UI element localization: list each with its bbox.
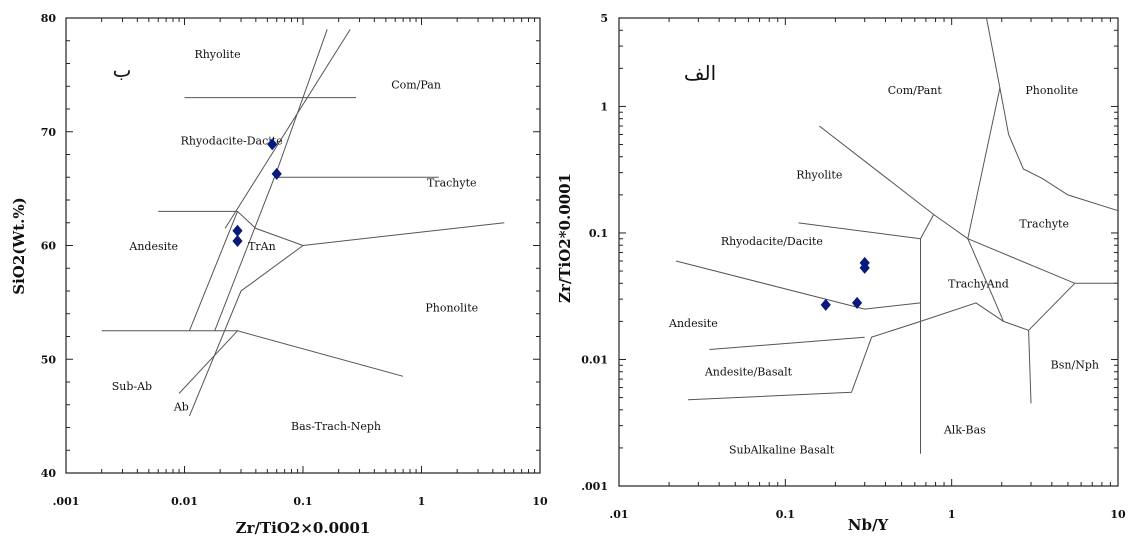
field-label: Andesite/Basalt bbox=[704, 365, 793, 378]
data-point-diamond bbox=[267, 138, 278, 151]
data-point-diamond bbox=[859, 261, 870, 274]
field-label: Trachyte bbox=[427, 176, 477, 189]
y-tick-label: 40 bbox=[41, 467, 57, 480]
field-boundary-line bbox=[675, 260, 921, 310]
field-label: Bsn/Nph bbox=[1051, 358, 1099, 371]
field-label: Bas-Trach-Neph bbox=[291, 420, 381, 433]
panel-corner-label: ب bbox=[113, 58, 132, 82]
y-tick-label: 50 bbox=[41, 353, 57, 366]
x-tick-label: .001 bbox=[53, 495, 80, 508]
field-label: TrAn bbox=[248, 240, 276, 253]
x-tick-label: 0.1 bbox=[776, 508, 795, 521]
x-axis-title: Nb/Y bbox=[848, 516, 889, 534]
field-boundary-line bbox=[920, 214, 935, 454]
y-tick-label: 5 bbox=[600, 12, 608, 25]
field-label: Com/Pant bbox=[888, 84, 943, 97]
field-label: Rhyodacite/Dacite bbox=[721, 235, 823, 248]
y-tick-label: 0.01 bbox=[581, 353, 608, 366]
data-point-diamond bbox=[820, 298, 831, 311]
field-label: Andesite bbox=[128, 240, 178, 253]
field-boundary-line bbox=[188, 211, 238, 331]
data-point-diamond bbox=[271, 167, 282, 180]
chart-panel-2: .01 0.1 1 10 .001 0.01 0.1 1 5 Com/Pant Phonolite R… bbox=[556, 12, 1126, 534]
x-tick-label: 1 bbox=[948, 508, 956, 521]
x-axis-ticks bbox=[65, 18, 536, 473]
field-label: Alk-Bas bbox=[943, 423, 986, 436]
x-tick-label: 0.01 bbox=[171, 495, 198, 508]
field-boundary-line bbox=[967, 17, 1001, 239]
data-point-diamond bbox=[851, 296, 863, 309]
y-tick-label: 80 bbox=[41, 12, 57, 25]
field-label: Trachyte bbox=[1019, 218, 1069, 231]
field-boundary-line bbox=[101, 330, 404, 377]
chart-panel-1: .001 0.01 0.1 1 104050607080RhyoliteCom/PanR… bbox=[10, 12, 548, 537]
field-label: Rhyolite bbox=[194, 48, 240, 61]
x-tick-label: 10 bbox=[1110, 508, 1126, 521]
field-boundary-line bbox=[709, 336, 865, 350]
field-label: Andesite bbox=[668, 317, 718, 330]
field-boundary-line bbox=[178, 330, 238, 394]
field-label: Rhyolite bbox=[796, 168, 842, 181]
field-label: SubAlkaline Basalt bbox=[729, 444, 835, 457]
field-boundary-line bbox=[967, 238, 1076, 331]
field-boundary-line bbox=[214, 29, 328, 331]
y-tick-label: 70 bbox=[41, 126, 57, 139]
x-tick-label: 1 bbox=[418, 495, 426, 508]
field-label: Phonolite bbox=[1025, 84, 1078, 97]
y-tick-label: 60 bbox=[41, 240, 57, 253]
x-tick-label: .01 bbox=[609, 508, 628, 521]
field-labels: Rhyolite Com/Pan Rhyodacite-Dacite Trachyte… bbox=[112, 48, 478, 433]
field-label: Phonolite bbox=[425, 301, 478, 314]
y-tick-label: .001 bbox=[581, 480, 608, 493]
y-tick-label: 0.1 bbox=[589, 227, 608, 240]
field-label: Ab bbox=[173, 400, 189, 413]
y-tick-label: 1 bbox=[600, 100, 608, 113]
data-point-diamond bbox=[232, 234, 243, 247]
field-boundary-line bbox=[1028, 330, 1032, 404]
y-axis-ticks bbox=[66, 17, 540, 474]
y-axis-ticks bbox=[619, 17, 1118, 487]
field-label: Rhyodacite-Dacite bbox=[181, 134, 283, 147]
field-boundaries bbox=[101, 29, 505, 417]
field-boundaries bbox=[675, 17, 1119, 454]
panel-corner-label: الف bbox=[684, 61, 716, 85]
field-boundary-line bbox=[999, 87, 1119, 212]
y-axis-title: Zr/TiO2*0.0001 bbox=[556, 173, 574, 303]
y-axis-title: SiO2(Wt.%) bbox=[10, 197, 28, 294]
field-boundary-line bbox=[158, 210, 505, 247]
data-point-diamond bbox=[232, 224, 243, 237]
x-axis-ticks bbox=[618, 18, 1111, 486]
field-label: Sub-Ab bbox=[112, 380, 152, 393]
x-tick-label: 10 bbox=[532, 495, 548, 508]
field-boundary-line bbox=[188, 245, 304, 417]
data-points bbox=[820, 256, 870, 311]
x-tick-label: 0.1 bbox=[293, 495, 312, 508]
field-label: TrachyAnd bbox=[948, 278, 1009, 291]
field-label: Com/Pan bbox=[391, 79, 441, 92]
field-labels: Com/Pant Phonolite Rhyolite Trachyte Rhyodac… bbox=[668, 84, 1099, 457]
x-axis-title: Zr/TiO2×0.0001 bbox=[236, 519, 371, 537]
field-boundary-line bbox=[687, 302, 1004, 401]
data-points bbox=[232, 138, 282, 247]
field-boundary-line bbox=[798, 222, 921, 240]
plot-frame bbox=[618, 17, 1119, 487]
field-boundary-line bbox=[224, 29, 351, 229]
